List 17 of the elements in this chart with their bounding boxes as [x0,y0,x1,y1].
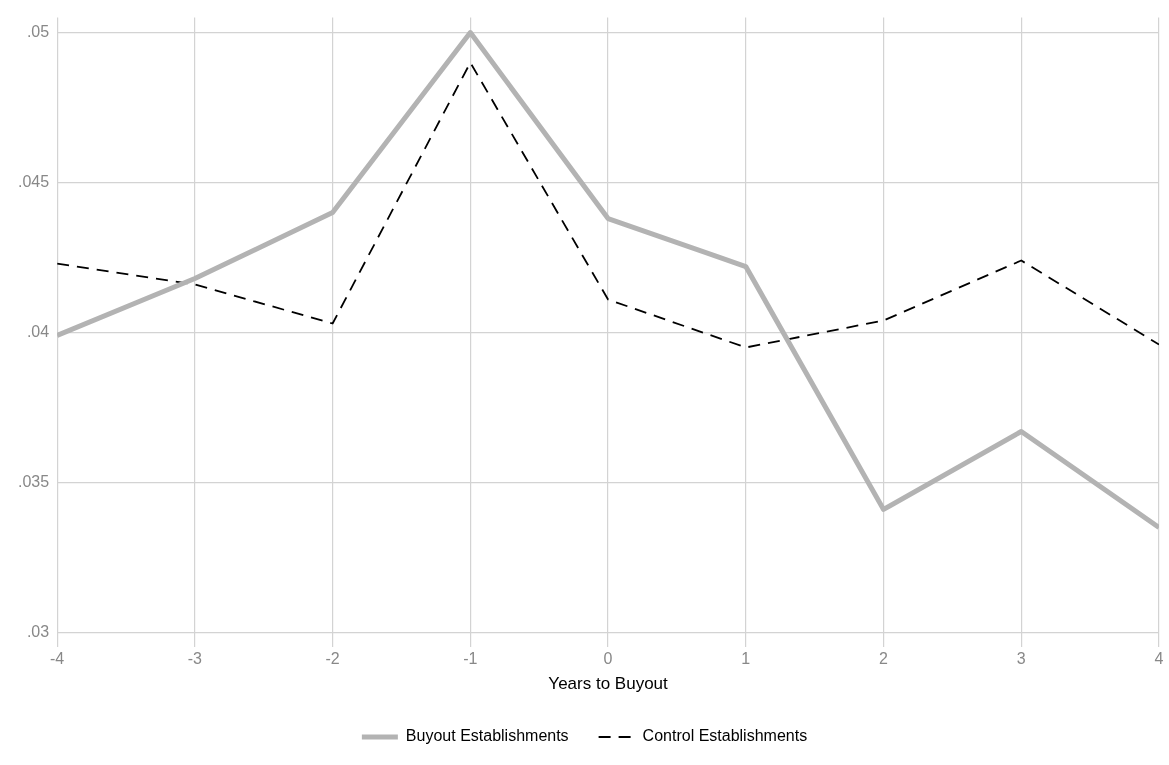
y-tick-label: .045 [18,172,50,190]
legend-label: Buyout Establishments [405,727,569,745]
x-axis-title: Years to Buyout [548,674,669,694]
y-tick-label: .03 [26,622,50,640]
x-tick-label: 4 [1154,650,1164,668]
x-tick-label: 1 [741,650,751,668]
x-tick-label: -3 [187,650,203,668]
y-tick-label: .04 [26,322,50,340]
x-tick-label: -1 [463,650,478,668]
y-tick-label: .05 [26,23,50,40]
x-tick-label: 0 [603,650,613,668]
x-tick-label: -4 [50,650,65,668]
x-tick-label: 2 [879,650,889,668]
x-tick-label: -2 [325,650,340,668]
y-tick-label: .035 [18,472,50,490]
x-tick-label: 3 [1016,650,1026,668]
legend-label: Control Establishments [642,727,808,745]
